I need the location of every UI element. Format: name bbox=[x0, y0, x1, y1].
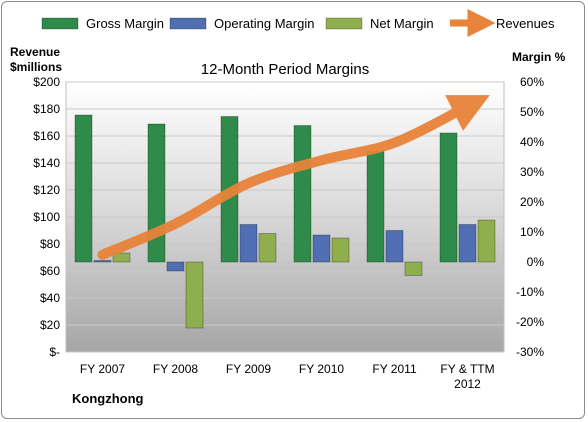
bar-operating-margin bbox=[166, 261, 185, 272]
left-tick-label: $100 bbox=[33, 210, 60, 224]
right-tick-label: 60% bbox=[520, 75, 544, 89]
bar-net-margin bbox=[477, 219, 496, 263]
left-axis-label-line1: Revenue bbox=[10, 45, 60, 59]
category-label: FY 2010 bbox=[299, 362, 344, 376]
left-tick-label: $60 bbox=[40, 264, 60, 278]
bar-net-margin bbox=[258, 233, 277, 263]
left-tick-label: $160 bbox=[33, 129, 60, 143]
bar-net-margin bbox=[331, 237, 350, 263]
left-tick-label: $200 bbox=[33, 75, 60, 89]
legend-label: Net Margin bbox=[370, 16, 434, 31]
legend-swatch bbox=[169, 17, 207, 30]
left-tick-label: $40 bbox=[40, 291, 60, 305]
company-label: Kongzhong bbox=[72, 391, 144, 406]
right-tick-label: 20% bbox=[520, 195, 544, 209]
left-axis-label-line2: $millions bbox=[10, 60, 62, 74]
bar-operating-margin bbox=[312, 234, 331, 263]
right-tick-label: 10% bbox=[520, 225, 544, 239]
category-label: FY 2008 bbox=[153, 362, 198, 376]
bar-net-margin bbox=[112, 252, 131, 263]
right-tick-label: -20% bbox=[516, 315, 544, 329]
revenue-trend-arrow bbox=[97, 95, 490, 260]
bar-operating-margin bbox=[385, 230, 404, 263]
bar-operating-margin bbox=[239, 224, 258, 263]
category-label: 2012 bbox=[454, 377, 481, 391]
bar-operating-margin bbox=[458, 224, 477, 263]
right-tick-label: -30% bbox=[516, 345, 544, 359]
right-tick-label: -10% bbox=[516, 285, 544, 299]
chart-title: 12-Month Period Margins bbox=[201, 61, 369, 78]
bar-gross-margin bbox=[74, 114, 93, 263]
bar-net-margin bbox=[185, 261, 204, 329]
bar-operating-margin bbox=[93, 260, 112, 263]
right-tick-label: 0% bbox=[527, 255, 545, 269]
right-tick-label: 40% bbox=[520, 135, 544, 149]
bar-gross-margin bbox=[147, 123, 166, 263]
left-tick-label: $140 bbox=[33, 156, 60, 170]
right-tick-label: 30% bbox=[520, 165, 544, 179]
right-axis-label: Margin % bbox=[512, 50, 566, 64]
legend-swatch bbox=[41, 17, 79, 30]
bar-gross-margin bbox=[366, 150, 385, 263]
legend-swatch bbox=[325, 17, 363, 30]
legend-label: Operating Margin bbox=[214, 16, 314, 31]
left-tick-label: $180 bbox=[33, 102, 60, 116]
right-tick-label: 50% bbox=[520, 105, 544, 119]
category-label: FY 2007 bbox=[80, 362, 125, 376]
legend-label: Gross Margin bbox=[86, 16, 164, 31]
category-label: FY 2009 bbox=[226, 362, 271, 376]
bar-gross-margin bbox=[439, 132, 458, 263]
bar-net-margin bbox=[404, 261, 423, 276]
legend-label: Revenues bbox=[496, 16, 555, 31]
category-label: FY & TTM bbox=[440, 362, 494, 376]
left-tick-label: $120 bbox=[33, 183, 60, 197]
bar-gross-margin bbox=[293, 125, 312, 263]
left-tick-label: $80 bbox=[40, 237, 60, 251]
left-tick-label: $- bbox=[49, 345, 60, 359]
left-tick-label: $20 bbox=[40, 318, 60, 332]
category-label: FY 2011 bbox=[372, 362, 417, 376]
